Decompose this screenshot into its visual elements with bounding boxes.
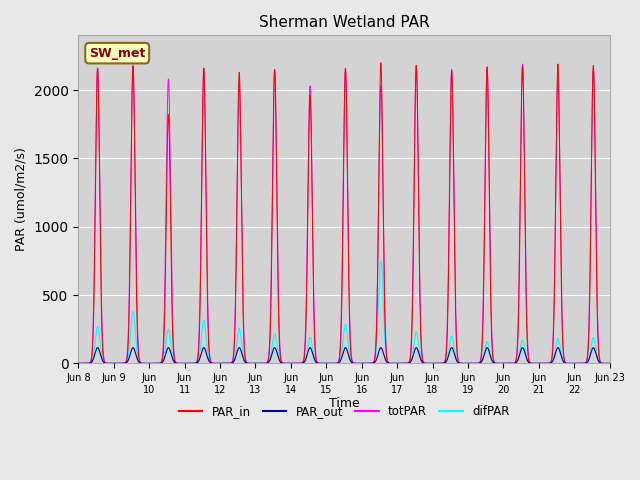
Y-axis label: PAR (umol/m2/s): PAR (umol/m2/s) bbox=[15, 147, 28, 252]
Text: SW_met: SW_met bbox=[89, 47, 145, 60]
X-axis label: Time: Time bbox=[328, 397, 359, 410]
Legend: PAR_in, PAR_out, totPAR, difPAR: PAR_in, PAR_out, totPAR, difPAR bbox=[174, 401, 514, 423]
Title: Sherman Wetland PAR: Sherman Wetland PAR bbox=[259, 15, 429, 30]
